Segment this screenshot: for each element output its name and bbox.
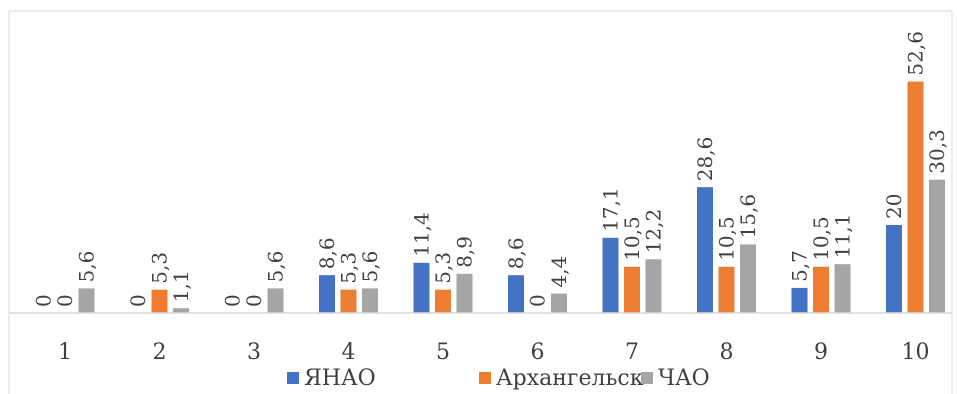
x-tick-label: 9	[814, 340, 828, 365]
bar-ЧАО-9	[834, 264, 851, 313]
bar-ЧАО-7	[645, 259, 662, 313]
bar-ЧАО-4	[362, 288, 378, 313]
data-label-Архангельск-10: 52,6	[904, 31, 928, 76]
data-label-ЧАО-5: 8,9	[453, 236, 477, 268]
x-tick-label: 10	[902, 340, 930, 365]
legend-swatch	[479, 372, 491, 384]
data-label-ЧАО-2: 1,1	[169, 270, 193, 302]
data-label-Архангельск-9: 10,5	[809, 216, 833, 261]
data-label-ЧАО-8: 15,6	[736, 194, 760, 239]
data-label-Архангельск-5: 5,3	[431, 252, 455, 284]
data-label-ЧАО-6: 4,4	[547, 256, 571, 288]
data-label-ЯНАО-3: 0	[221, 294, 245, 307]
legend-item-ЯНАО: ЯНАО	[287, 366, 376, 391]
bar-ЧАО-1	[78, 288, 95, 313]
bar-ЧАО-5	[456, 273, 473, 313]
data-label-ЧАО-7: 12,2	[642, 209, 666, 254]
x-tick-label: 5	[436, 340, 450, 365]
data-label-ЧАО-9: 11,1	[831, 214, 855, 259]
data-label-ЯНАО-10: 20	[882, 194, 906, 219]
data-label-Архангельск-1: 0	[53, 294, 77, 307]
legend-item-Архангельск: Архангельск	[479, 366, 644, 391]
data-label-ЧАО-3: 5,6	[264, 251, 288, 283]
bar-ЧАО-3	[267, 288, 284, 313]
legend-swatch	[287, 372, 299, 384]
data-label-ЯНАО-2: 0	[126, 294, 150, 307]
x-tick-label: 6	[531, 340, 545, 365]
bar-ЧАО-10	[929, 179, 945, 313]
x-tick-label: 1	[58, 340, 72, 365]
bar-ЧАО-8	[740, 244, 756, 313]
data-label-ЧАО-10: 30,3	[925, 129, 949, 174]
legend-item-ЧАО: ЧАО	[641, 366, 710, 391]
x-tick-label: 3	[247, 340, 261, 365]
legend-label: Архангельск	[496, 366, 644, 391]
x-tick-labels: 1 2 3 4 5 6 7 8 9 10	[58, 340, 930, 365]
bar-ЧАО-6	[551, 293, 567, 313]
bar-Архангельск-8	[718, 266, 735, 313]
data-labels-layer: 005,605,31,1 005,6 8,65,35,611,45,38,9 8,60…	[32, 31, 950, 307]
bar-Архангельск-9	[813, 266, 829, 313]
data-label-ЯНАО-5: 11,4	[410, 212, 434, 257]
data-label-ЯНАО-4: 8,6	[315, 237, 339, 269]
x-tick-label: 2	[153, 340, 167, 365]
bar-ЧАО-2	[173, 308, 189, 313]
legend-label: ЯНАО	[304, 366, 376, 391]
bars-layer	[78, 81, 945, 313]
data-label-ЧАО-1: 5,6	[75, 251, 99, 283]
legend-swatch	[641, 372, 653, 384]
bar-Архангельск-10	[907, 81, 924, 313]
data-label-ЧАО-4: 5,6	[358, 251, 382, 283]
bar-ЯНАО-7	[602, 237, 619, 313]
bar-ЯНАО-9	[791, 287, 808, 313]
x-tick-label: 4	[342, 340, 356, 365]
data-label-Архангельск-7: 10,5	[620, 216, 644, 261]
bar-ЯНАО-8	[697, 187, 713, 313]
bar-ЯНАО-4	[319, 275, 335, 313]
data-label-Архангельск-6: 0	[526, 294, 550, 307]
data-label-Архангельск-2: 5,3	[148, 252, 172, 284]
x-tick-label: 8	[720, 340, 734, 365]
data-label-ЯНАО-7: 17,1	[599, 187, 623, 232]
x-tick-label: 7	[625, 340, 639, 365]
bar-Архангельск-2	[151, 289, 168, 313]
data-label-ЯНАО-8: 28,6	[693, 137, 717, 182]
legend: ЯНАО Архангельск ЧАО	[287, 366, 710, 391]
data-label-ЯНАО-6: 8,6	[504, 237, 528, 269]
legend-label: ЧАО	[658, 366, 710, 391]
bar-Архангельск-4	[340, 289, 357, 313]
bar-Архангельск-7	[624, 266, 640, 313]
data-label-ЯНАО-9: 5,7	[788, 250, 812, 282]
bar-ЯНАО-5	[413, 262, 430, 313]
bar-Архангельск-5	[435, 289, 451, 313]
data-label-Архангельск-4: 5,3	[337, 252, 361, 284]
data-label-Архангельск-3: 0	[242, 294, 266, 307]
data-label-Архангельск-8: 10,5	[715, 216, 739, 261]
bar-ЯНАО-10	[886, 225, 902, 313]
data-label-ЯНАО-1: 0	[32, 294, 56, 307]
bar-ЯНАО-6	[508, 275, 524, 313]
